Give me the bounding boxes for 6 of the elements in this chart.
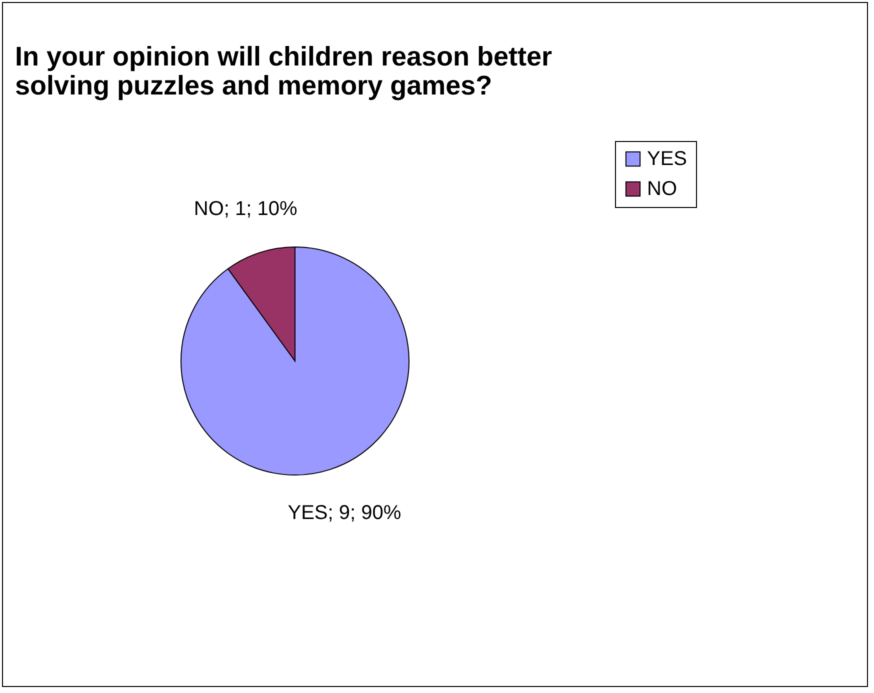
data-label: YES; 9; 90%: [288, 502, 402, 524]
legend-label: YES: [647, 148, 688, 170]
pie-slice: [180, 246, 410, 476]
chart-title: In your opinion will children reason better solving puzzles and memory games?: [15, 42, 553, 100]
legend-label: NO: [647, 178, 677, 200]
data-label: NO; 1; 10%: [194, 198, 298, 220]
